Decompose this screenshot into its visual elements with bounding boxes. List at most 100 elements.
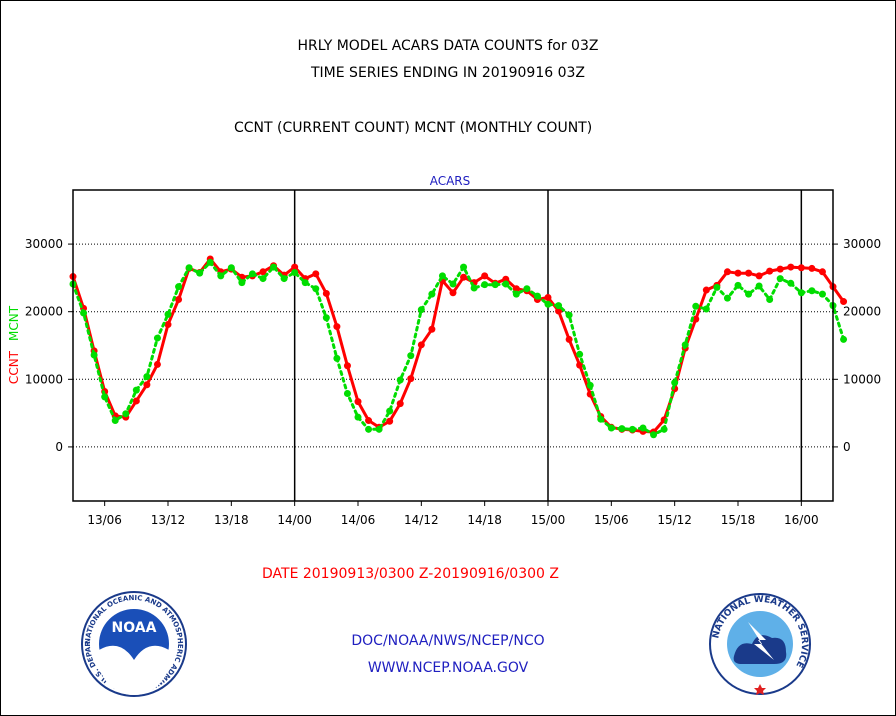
x-tick-label: 13/06 [87, 513, 122, 527]
data-point-ccnt [745, 269, 753, 277]
data-point-ccnt [259, 268, 267, 276]
data-point-mcnt [291, 268, 299, 276]
x-tick-label: 14/00 [277, 513, 312, 527]
data-point-mcnt [417, 306, 425, 314]
data-point-mcnt [692, 302, 700, 310]
data-point-mcnt [312, 285, 320, 293]
website-link[interactable]: WWW.NCEP.NOAA.GOV [367, 660, 529, 676]
data-point-mcnt [175, 283, 183, 291]
plot-border [72, 189, 834, 502]
data-point-ccnt [512, 285, 520, 293]
data-point-ccnt [481, 272, 489, 280]
y-tick-label-right: 30000 [843, 237, 881, 251]
data-point-ccnt [723, 268, 731, 276]
data-point-mcnt [449, 280, 457, 288]
data-point-ccnt [776, 265, 784, 273]
y-tick-label-left: 20000 [25, 305, 63, 319]
data-point-mcnt [80, 309, 88, 317]
y-axis-label: CCNT MCNT [7, 305, 21, 384]
data-point-mcnt [671, 379, 679, 387]
data-point-mcnt [650, 431, 658, 439]
data-point-mcnt [713, 283, 721, 291]
data-point-mcnt [301, 279, 309, 287]
data-point-mcnt [660, 425, 668, 433]
y-tick-label-right: 10000 [843, 372, 881, 386]
x-tick-label: 14/06 [341, 513, 376, 527]
data-point-mcnt [565, 311, 573, 319]
data-point-mcnt [544, 300, 552, 308]
data-point-mcnt [818, 290, 826, 298]
data-point-ccnt [343, 362, 351, 370]
x-tick-label: 15/12 [657, 513, 692, 527]
data-point-ccnt [175, 296, 183, 304]
data-point-mcnt [576, 350, 584, 358]
data-point-mcnt [723, 294, 731, 302]
noaa-logo-text: NOAA [112, 620, 157, 636]
data-point-ccnt [702, 286, 710, 294]
x-tick-label: 16/00 [784, 513, 819, 527]
data-point-mcnt [745, 290, 753, 298]
y-axis-label-mcnt: MCNT [7, 305, 21, 341]
data-point-mcnt [734, 281, 742, 289]
data-point-mcnt [639, 424, 647, 432]
series-layer [69, 255, 848, 439]
data-point-mcnt [502, 280, 510, 288]
date-range-label: DATE 20190913/0300 Z-20190916/0300 Z [262, 566, 559, 582]
data-point-mcnt [460, 263, 468, 271]
x-tick-label: 15/18 [721, 513, 756, 527]
data-point-mcnt [840, 335, 848, 343]
data-point-mcnt [248, 270, 256, 278]
data-point-ccnt [365, 417, 373, 425]
data-point-mcnt [343, 390, 351, 398]
data-point-mcnt [132, 386, 140, 394]
data-point-ccnt [407, 375, 415, 383]
data-point-ccnt [576, 361, 584, 369]
data-point-ccnt [153, 360, 161, 368]
data-point-mcnt [365, 425, 373, 433]
data-point-mcnt [386, 407, 394, 415]
data-point-mcnt [438, 272, 446, 280]
data-point-mcnt [618, 425, 626, 433]
data-point-mcnt [354, 413, 362, 421]
data-point-mcnt [270, 263, 278, 271]
data-point-ccnt [734, 269, 742, 277]
data-point-mcnt [702, 305, 710, 313]
chart-title-line-1: HRLY MODEL ACARS DATA COUNTS for 03Z [297, 38, 599, 54]
data-point-ccnt [143, 381, 151, 389]
data-point-mcnt [375, 425, 383, 433]
noaa-logo: NATIONAL OCEANIC AND ATMOSPHERIC ADMINIS… [80, 590, 187, 697]
data-point-mcnt [407, 352, 415, 360]
data-point-mcnt [808, 287, 816, 295]
y-axis-label-ccnt: CCNT [7, 350, 21, 384]
y-tick-label-right: 0 [843, 440, 851, 454]
data-point-ccnt [565, 335, 573, 343]
data-point-ccnt [755, 272, 763, 280]
data-point-mcnt [217, 272, 225, 280]
data-point-mcnt [512, 290, 520, 298]
data-point-mcnt [333, 354, 341, 362]
data-point-mcnt [280, 275, 288, 283]
data-point-mcnt [481, 281, 489, 289]
data-point-mcnt [90, 351, 98, 359]
data-point-mcnt [206, 258, 214, 266]
series-line-mcnt [71, 260, 846, 437]
agency-path-label: DOC/NOAA/NWS/NCEP/NCO [351, 633, 545, 649]
data-point-mcnt [428, 290, 436, 298]
acars-chart: ACARS CCNT MCNT 0 0 10000 10000 20000 20000 300… [7, 174, 881, 527]
data-point-ccnt [797, 264, 805, 272]
data-point-mcnt [122, 410, 130, 418]
data-point-mcnt [797, 289, 805, 297]
data-point-mcnt [101, 393, 109, 401]
data-point-mcnt [628, 425, 636, 433]
data-point-mcnt [396, 376, 404, 384]
x-tick-label: 13/18 [214, 513, 249, 527]
data-point-ccnt [787, 263, 795, 271]
data-point-mcnt [533, 292, 541, 300]
data-point-ccnt [840, 298, 848, 306]
data-point-ccnt [449, 289, 457, 297]
x-tick-label: 14/12 [404, 513, 439, 527]
data-point-mcnt [238, 279, 246, 287]
data-point-mcnt [555, 302, 563, 310]
data-point-mcnt [607, 424, 615, 432]
y-tick-label-left: 10000 [25, 372, 63, 386]
